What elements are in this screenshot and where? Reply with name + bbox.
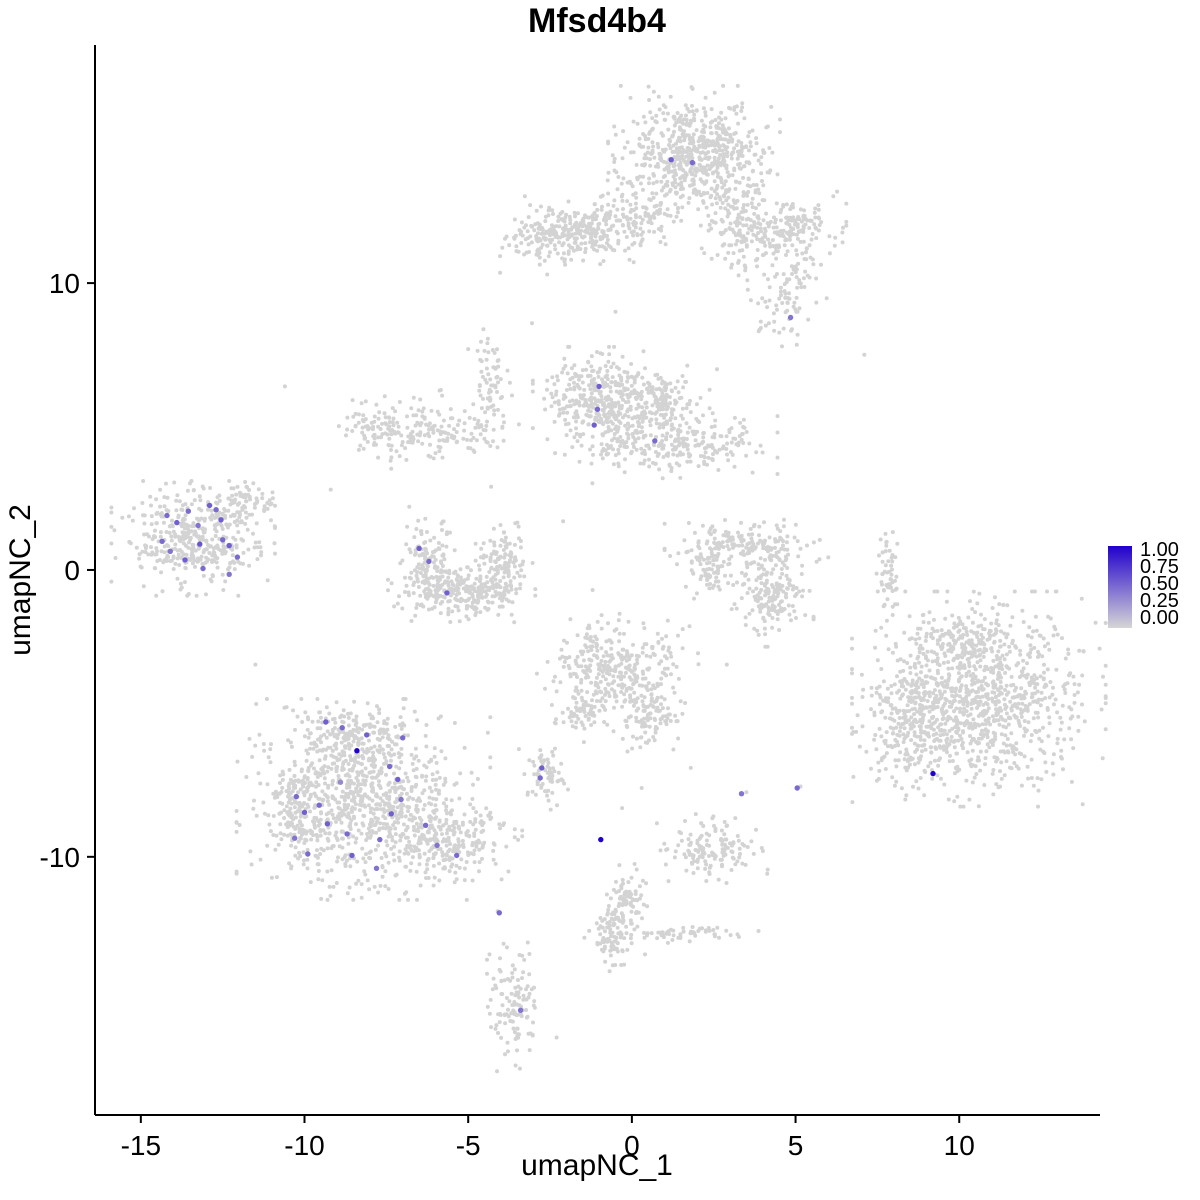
- expressing-cell-point: [339, 725, 345, 731]
- legend-tick-label: 0.00: [1140, 607, 1179, 629]
- expressing-cell-point: [454, 852, 460, 859]
- expressing-cell-point: [182, 557, 188, 563]
- legend-gradient: 1.000.750.500.250.00: [1108, 539, 1179, 629]
- axes-layer: -15 -10 -5 0 5 10 10 0 -10: [40, 45, 1100, 1161]
- expressing-cell-point: [349, 852, 355, 859]
- y-tick-label: 10: [49, 268, 80, 299]
- expressing-cell-point: [226, 571, 232, 577]
- expressing-cell-point: [164, 512, 170, 519]
- expressing-cell-point: [422, 822, 429, 828]
- expressing-cell-point: [444, 590, 450, 596]
- expressing-cell-point: [738, 791, 745, 797]
- legend-tick-label: 0.75: [1140, 556, 1179, 578]
- expressing-cell-point: [377, 836, 383, 843]
- plot-title: Mfsd4b4: [528, 2, 666, 40]
- legend-tick-label: 0.25: [1140, 590, 1179, 612]
- expressing-cell-point: [226, 542, 232, 549]
- background-points-layer: [109, 83, 1108, 1074]
- expressing-cell-point: [220, 537, 226, 543]
- expressing-cell-point: [787, 314, 794, 321]
- expressing-cell-point: [373, 865, 380, 871]
- expressing-cell-point: [794, 785, 800, 791]
- expressing-cell-point: [364, 732, 370, 738]
- y-tick-label: -10: [40, 842, 80, 873]
- expressing-cell-point: [668, 157, 674, 163]
- expressing-cell-point: [316, 802, 322, 808]
- expressing-cell-point: [354, 748, 360, 754]
- expressing-cell-point: [400, 735, 406, 741]
- x-tick-label: 5: [788, 1130, 804, 1161]
- expressing-cell-point: [398, 796, 404, 803]
- y-axis-title: umapNC_2: [4, 504, 37, 656]
- expressing-cell-point: [395, 776, 401, 783]
- expressing-cell-point: [292, 835, 298, 841]
- expressing-cell-point: [337, 779, 344, 785]
- legend-tick-label: 1.00: [1140, 539, 1179, 561]
- expressing-cell-point: [434, 842, 440, 848]
- expressing-cell-point: [197, 541, 203, 547]
- expressing-cell-point: [234, 554, 241, 560]
- expressing-cell-point: [344, 831, 350, 837]
- expressing-cell-point: [218, 517, 224, 523]
- expressing-cell-point: [598, 836, 604, 843]
- expressing-cell-point: [159, 538, 165, 544]
- y-tick-label: 0: [64, 555, 80, 586]
- expressing-cell-point: [167, 548, 173, 554]
- legend-colorbar: [1108, 546, 1132, 628]
- expressing-cell-point: [496, 910, 502, 916]
- expressing-cell-point: [324, 821, 331, 827]
- x-tick-label: -15: [121, 1130, 161, 1161]
- expressing-cell-point: [386, 763, 393, 770]
- expressing-cell-point: [305, 851, 311, 857]
- expressing-cell-point: [517, 1007, 524, 1013]
- x-tick-label: -5: [456, 1130, 481, 1161]
- expressing-cell-point: [596, 383, 602, 390]
- expressing-cell-point: [416, 545, 422, 552]
- legend-tick-label: 0.50: [1140, 573, 1179, 595]
- expressing-cell-point: [185, 508, 191, 514]
- expressing-cell-point: [174, 519, 180, 526]
- x-tick-label: -10: [284, 1130, 324, 1161]
- expressing-cell-point: [594, 406, 601, 412]
- expressing-cell-point: [537, 775, 543, 781]
- expressing-cell-point: [195, 522, 201, 529]
- x-tick-label: 0: [624, 1130, 640, 1161]
- x-axis-title: umapNC_1: [521, 1149, 673, 1182]
- expressing-cell-point: [689, 159, 696, 166]
- expressing-cell-point: [426, 558, 432, 565]
- expressing-cell-point: [323, 719, 329, 725]
- expressing-cell-point: [388, 811, 394, 817]
- expressing-cell-point: [652, 438, 658, 444]
- expressing-points-layer: [159, 157, 936, 1013]
- expressing-cell-point: [206, 502, 213, 509]
- expressing-cell-point: [301, 809, 308, 816]
- expressing-cell-point: [213, 507, 219, 513]
- expressing-cell-point: [293, 793, 299, 800]
- expressing-cell-point: [539, 765, 545, 771]
- x-tick-label: 10: [944, 1130, 975, 1161]
- expressing-cell-point: [930, 770, 936, 777]
- expressing-cell-point: [591, 422, 597, 428]
- expressing-cell-point: [200, 565, 206, 572]
